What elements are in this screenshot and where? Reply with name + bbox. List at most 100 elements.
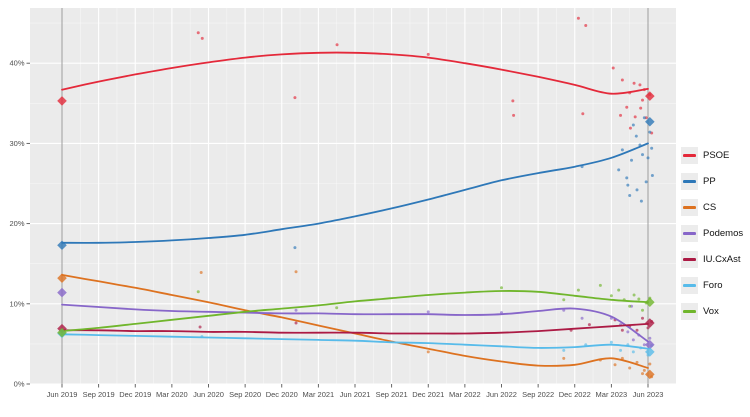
trend-line-podemos <box>61 303 649 343</box>
poll-dot-vox <box>500 286 503 290</box>
poll-dot-psoe <box>628 126 632 130</box>
plot-area <box>30 8 676 384</box>
x-tick-label: Jun 2023 <box>633 390 664 399</box>
poll-dot-cs <box>648 362 652 366</box>
poll-dot-pp <box>650 146 654 150</box>
poll-dot-pp <box>646 156 650 160</box>
x-tick-label: Sep 2019 <box>83 390 115 399</box>
poll-dot-vox <box>576 288 580 292</box>
trend-line-iucxast <box>61 323 649 335</box>
legend-key-pp <box>681 173 698 190</box>
x-tick-label: Sep 2020 <box>229 390 261 399</box>
y-tick-label: 40% <box>9 59 24 68</box>
trend-line-foro <box>61 333 649 350</box>
poll-dot-psoe <box>293 96 297 100</box>
podemos-line-swatch <box>683 232 696 235</box>
poll-dot-pp <box>620 148 624 152</box>
poll-dot-cs <box>613 363 617 367</box>
legend-key-foro <box>681 277 698 294</box>
psoe-line-swatch <box>683 154 696 157</box>
poll-dot-pp <box>650 173 654 177</box>
legend-key-psoe <box>681 147 698 164</box>
pp-line-swatch <box>683 180 696 183</box>
poll-dot-psoe <box>196 31 200 35</box>
x-tick-label: Mar 2022 <box>449 390 481 399</box>
poll-dot-psoe <box>619 113 623 117</box>
x-tick-label: Jun 2022 <box>486 390 517 399</box>
x-tick-label: Mar 2023 <box>596 390 628 399</box>
legend-key-vox <box>681 303 698 320</box>
poll-dot-podemos <box>631 338 635 342</box>
poll-dot-cs <box>294 270 298 274</box>
poll-dot-vox <box>632 293 636 297</box>
y-tick-label: 0% <box>14 380 25 389</box>
x-tick-label: Mar 2021 <box>303 390 335 399</box>
y-tick-label: 30% <box>9 139 24 148</box>
poll-dot-psoe <box>584 24 588 28</box>
poll-dot-iucxast <box>620 328 624 332</box>
legend-key-podemos <box>681 225 698 242</box>
legend-item-vox: Vox <box>681 303 750 320</box>
poll-dot-pp <box>644 180 648 184</box>
poll-dot-psoe <box>641 98 645 102</box>
election-diamond-psoe <box>645 91 655 101</box>
election-diamond-podemos <box>645 339 655 350</box>
x-tick-label: Jun 2021 <box>340 390 371 399</box>
legend-item-iucxast: IU.CxAst <box>681 251 750 268</box>
poll-dot-vox <box>637 297 641 301</box>
poll-dot-psoe <box>576 16 580 20</box>
legend-label-vox: Vox <box>703 305 719 317</box>
legend-item-cs: CS <box>681 199 750 216</box>
poll-dot-foro <box>619 348 623 352</box>
trend-line-pp <box>61 142 649 244</box>
x-tick-label: Sep 2021 <box>376 390 408 399</box>
poll-dot-cs <box>642 368 646 372</box>
poll-dot-foro <box>562 348 566 352</box>
poll-dot-vox <box>628 304 632 308</box>
election-diamond-iucxast <box>645 318 655 328</box>
poll-dot-vox <box>641 308 645 312</box>
poll-dot-vox <box>196 290 200 294</box>
poll-dot-psoe <box>639 106 643 110</box>
poll-dot-pp <box>626 183 630 187</box>
legend-item-podemos: Podemos <box>681 225 750 242</box>
chart-legend: PSOE PP CS Podemos IU.CxAst Foro Vox <box>681 147 750 329</box>
poll-dot-psoe <box>512 113 516 117</box>
vox-line-swatch <box>683 310 696 313</box>
poll-dot-podemos <box>426 310 430 314</box>
poll-dot-vox <box>335 306 339 310</box>
poll-dot-iucxast <box>198 325 202 329</box>
poll-dot-iucxast <box>294 321 298 325</box>
poll-dot-podemos <box>626 330 630 334</box>
poll-dot-pp <box>642 116 646 120</box>
poll-dot-pp <box>641 153 645 157</box>
x-tick-label: Sep 2022 <box>522 390 554 399</box>
poll-dot-pp <box>617 168 621 172</box>
poll-dot-psoe <box>638 83 642 87</box>
poll-dot-iucxast <box>646 326 650 330</box>
y-tick-label: 10% <box>9 299 24 308</box>
legend-label-podemos: Podemos <box>703 227 744 239</box>
poll-dot-pp <box>628 194 632 198</box>
poll-dot-podemos <box>580 316 584 320</box>
trend-line-vox <box>61 290 649 332</box>
poll-dot-pp <box>625 176 629 180</box>
iucxast-line-swatch <box>683 258 696 261</box>
poll-dot-vox <box>617 288 621 292</box>
election-diamond-cs <box>645 369 655 380</box>
legend-item-pp: PP <box>681 173 750 190</box>
poll-dot-psoe <box>625 105 629 109</box>
poll-dot-vox <box>598 283 602 287</box>
poll-dot-cs <box>562 356 566 360</box>
poll-dot-psoe <box>632 81 636 85</box>
poll-dot-pp <box>648 130 652 134</box>
poll-dot-iucxast <box>635 328 639 332</box>
legend-label-iucxast: IU.CxAst <box>703 253 741 265</box>
election-diamond-psoe <box>57 96 67 106</box>
poll-dot-foro <box>609 340 613 344</box>
poll-dot-pp <box>630 158 634 162</box>
poll-dot-podemos <box>648 336 652 340</box>
poll-dot-psoe <box>335 43 339 47</box>
x-tick-label: Dec 2020 <box>266 390 298 399</box>
